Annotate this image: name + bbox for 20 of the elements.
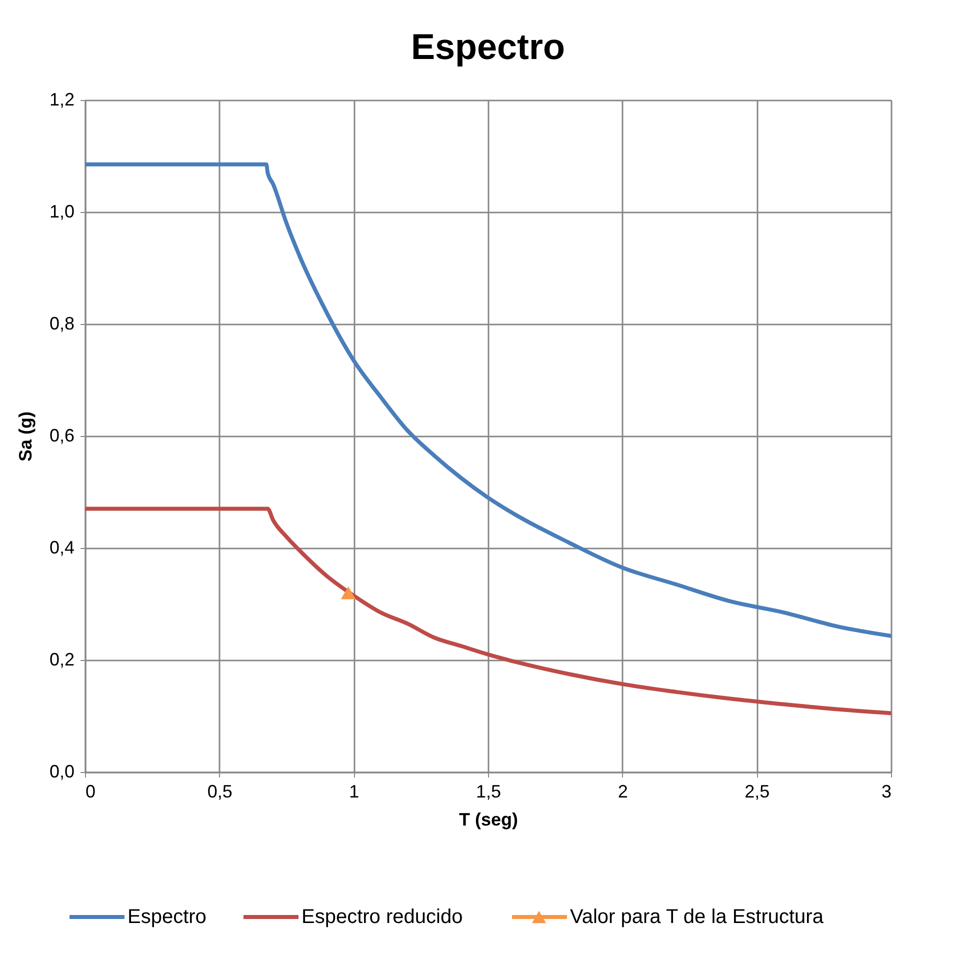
x-tick-label: 1,5 [476,782,502,802]
legend-label: Espectro reducido [302,906,463,928]
x-tick-label: 3 [881,782,892,802]
y-tick-label: 0,8 [49,314,74,334]
legend-label: Valor para T de la Estructura [570,906,824,928]
x-tick-label: 2 [618,782,628,802]
y-tick-label: 0,6 [49,426,74,446]
y-tick-label: 0,4 [49,538,74,558]
y-tick-label: 1,0 [49,202,74,222]
y-axis-title: Sa (g) [15,411,36,462]
x-axis-title: T (seg) [458,810,518,830]
y-tick-label: 0,2 [49,650,74,670]
x-tick-label: 2,5 [744,782,770,802]
chart-title: Espectro [410,26,566,67]
y-tick-label: 1,2 [49,90,74,110]
x-tick-label: 0,5 [207,782,232,802]
legend-label: Espectro [128,906,206,928]
x-tick-label: 1 [349,782,360,802]
y-tick-label: 0,0 [49,762,74,782]
x-tick-label: 0 [86,782,96,802]
